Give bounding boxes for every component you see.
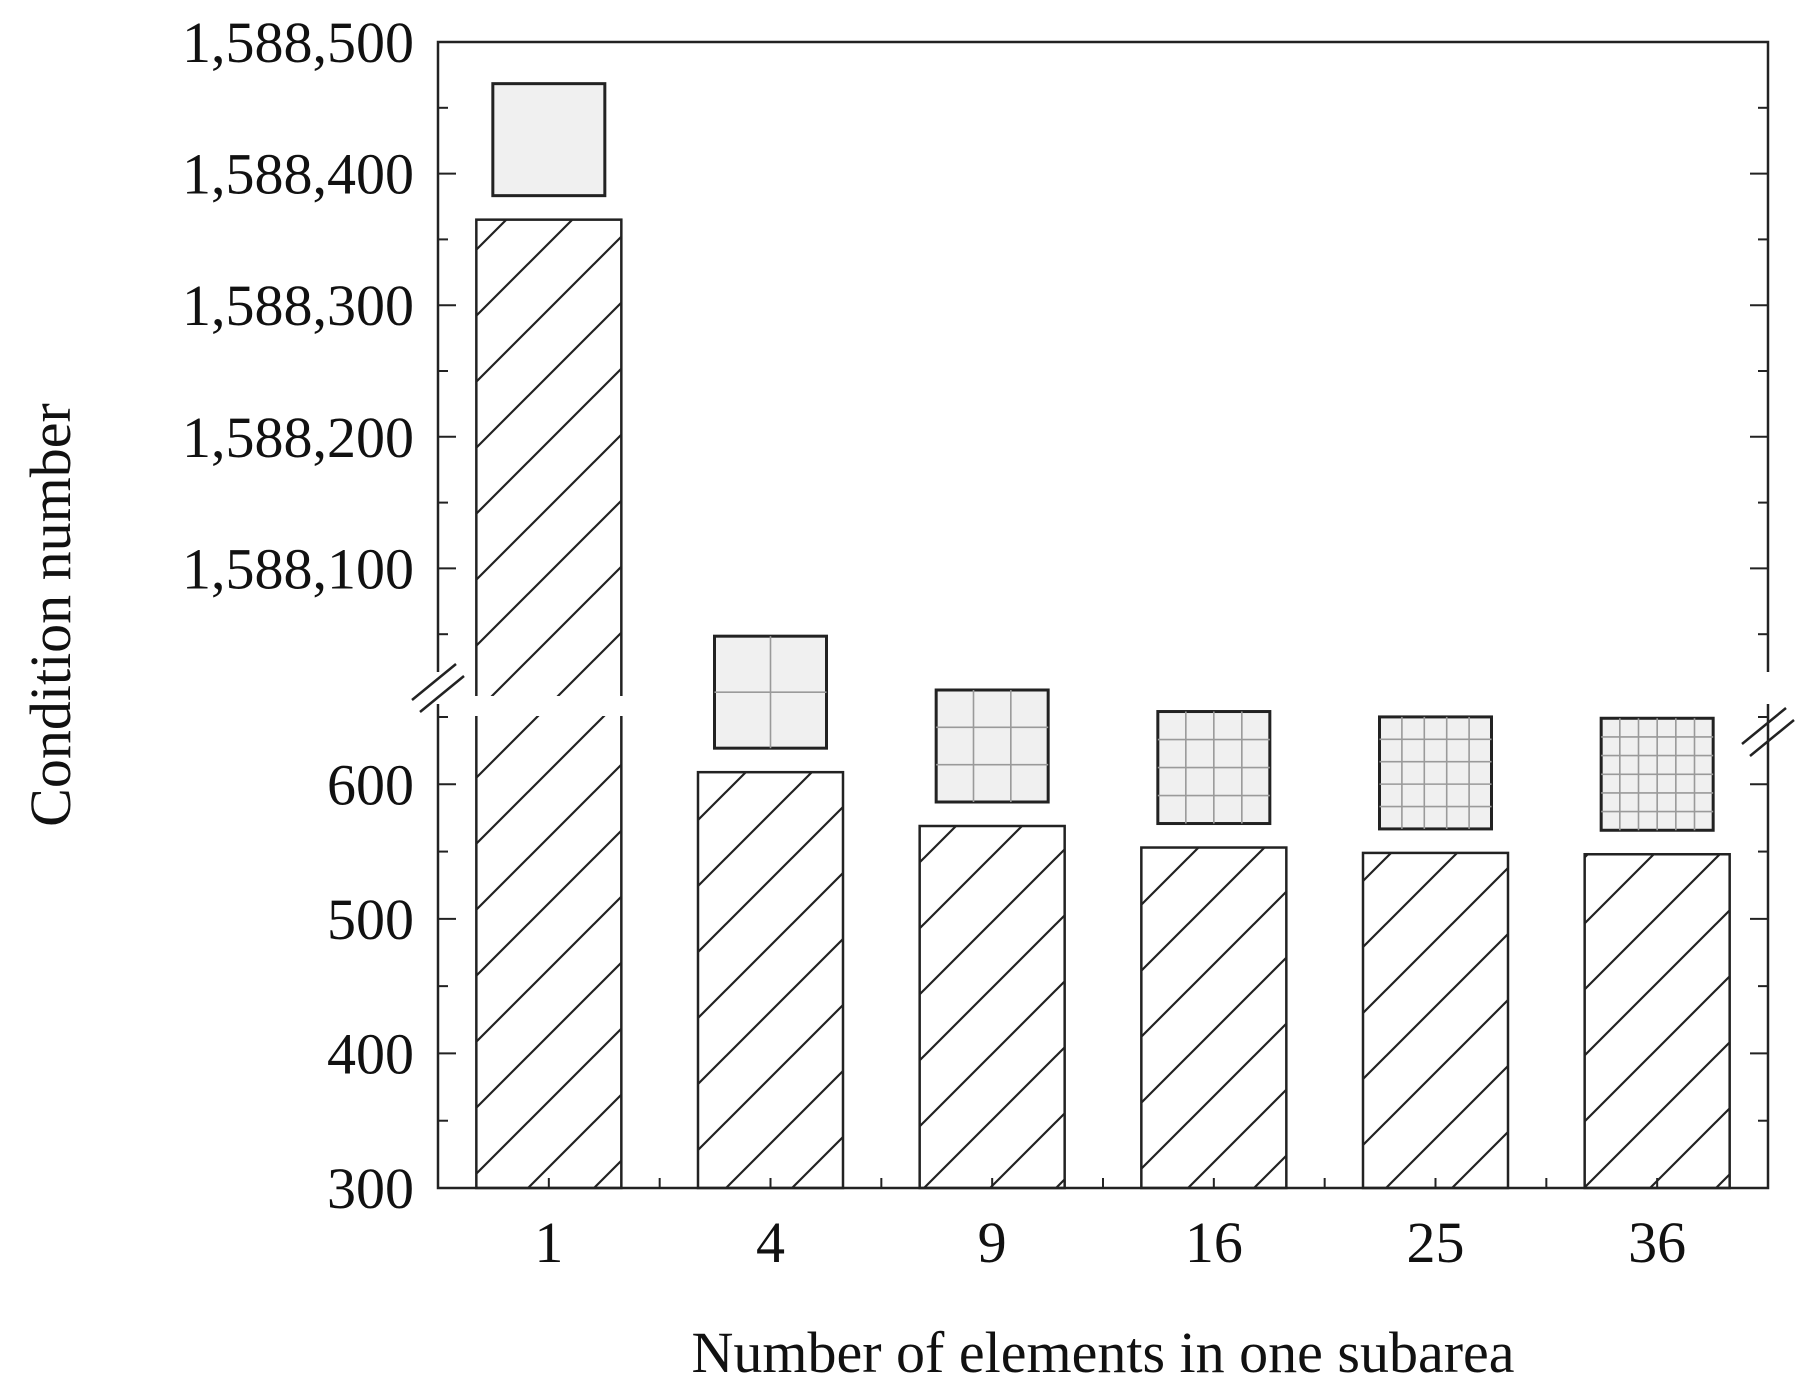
subarea-grid-icon-9 bbox=[934, 688, 1050, 804]
axis-break-marks bbox=[411, 663, 1795, 757]
y-tick-label: 600 bbox=[327, 752, 414, 817]
x-tick-label: 16 bbox=[1185, 1210, 1243, 1275]
x-tick-label: 9 bbox=[978, 1210, 1007, 1275]
bar-25 bbox=[1361, 851, 1510, 1190]
bar-16 bbox=[1140, 846, 1288, 1190]
bar-break-gap bbox=[472, 696, 626, 716]
y-tick-label: 500 bbox=[327, 887, 414, 952]
y-tick-label: 1,588,100 bbox=[182, 536, 414, 601]
bar-36 bbox=[1583, 853, 1731, 1190]
bar-9 bbox=[918, 824, 1066, 1190]
subarea-grid-icon-25 bbox=[1378, 715, 1493, 831]
subarea-grid-icon-4 bbox=[713, 634, 828, 750]
bar-4 bbox=[696, 770, 845, 1190]
y-axis-title: Condition number bbox=[18, 403, 83, 827]
x-axis-title: Number of elements in one subarea bbox=[692, 1320, 1515, 1385]
x-tick-label: 25 bbox=[1407, 1210, 1465, 1275]
plot-frame bbox=[436, 40, 1770, 1190]
y-tick-label: 400 bbox=[327, 1021, 414, 1086]
subarea-grid-icon-36 bbox=[1599, 716, 1715, 832]
x-tick-label: 1 bbox=[534, 1210, 563, 1275]
y-tick-label: 300 bbox=[327, 1156, 414, 1221]
axis-break-gap-right bbox=[1758, 672, 1778, 704]
y-ticks-layer: 300 400 500 600 1,588,100 1,588,200 1,588,300 1… bbox=[182, 10, 1768, 1221]
y-tick-label: 1,588,300 bbox=[182, 273, 414, 338]
subarea-grid-icon-16 bbox=[1156, 710, 1272, 826]
bars-layer bbox=[472, 218, 1731, 1190]
axis-break-gap-left bbox=[428, 672, 448, 704]
y-tick-label: 1,588,200 bbox=[182, 405, 414, 470]
y-tick-label: 1,588,500 bbox=[182, 10, 414, 75]
x-tick-label: 4 bbox=[756, 1210, 785, 1275]
x-tick-label: 36 bbox=[1628, 1210, 1686, 1275]
x-ticks-layer: 1 4 9 16 25 36 bbox=[534, 1178, 1686, 1275]
y-tick-label: 1,588,400 bbox=[182, 142, 414, 207]
subarea-icons-layer bbox=[491, 82, 1715, 832]
subarea-grid-icon-1 bbox=[491, 82, 607, 198]
